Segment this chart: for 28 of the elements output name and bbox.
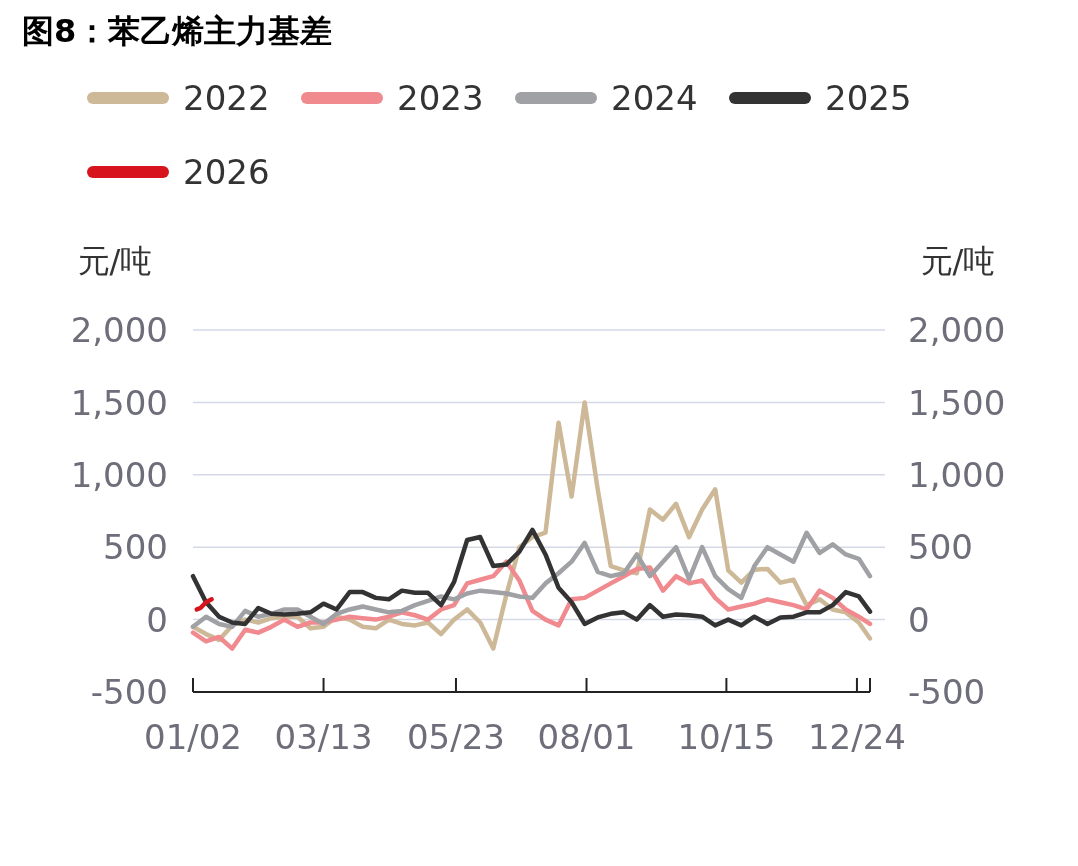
x-tick-label: 08/01	[537, 717, 636, 758]
legend-label: 2024	[611, 78, 698, 119]
y-tick-label: 2,000	[70, 310, 168, 351]
x-tick-label: 12/24	[807, 717, 906, 758]
legend-label: 2023	[397, 78, 484, 119]
y2-tick-label: 500	[908, 527, 973, 568]
line-series	[194, 597, 214, 612]
x-tick-label: 03/13	[274, 717, 373, 758]
x-tick-label: 10/15	[677, 717, 776, 758]
y2-tick-label: -500	[908, 672, 986, 713]
y-tick-label: -500	[90, 672, 168, 713]
legend-label: 2026	[183, 152, 270, 193]
x-tick-label: 01/02	[144, 717, 242, 758]
chart-title: 图8：苯乙烯主力基差	[22, 11, 333, 50]
y2-axis-title: 元/吨	[920, 241, 996, 280]
y-tick-label: 0	[146, 599, 168, 640]
y-tick-label: 500	[103, 527, 168, 568]
y2-tick-label: 1,500	[908, 382, 1006, 423]
y2-tick-label: 1,000	[908, 455, 1006, 496]
y-tick-label: 1,500	[70, 382, 168, 423]
line-series	[190, 559, 873, 651]
y-tick-label: 1,000	[70, 455, 168, 496]
y-axis-title: 元/吨	[77, 241, 153, 280]
legend-label: 2025	[825, 78, 912, 119]
y2-tick-label: 0	[908, 599, 930, 640]
y2-tick-label: 2,000	[908, 310, 1006, 351]
legend-label: 2022	[183, 78, 270, 119]
x-tick-label: 05/23	[406, 717, 505, 758]
